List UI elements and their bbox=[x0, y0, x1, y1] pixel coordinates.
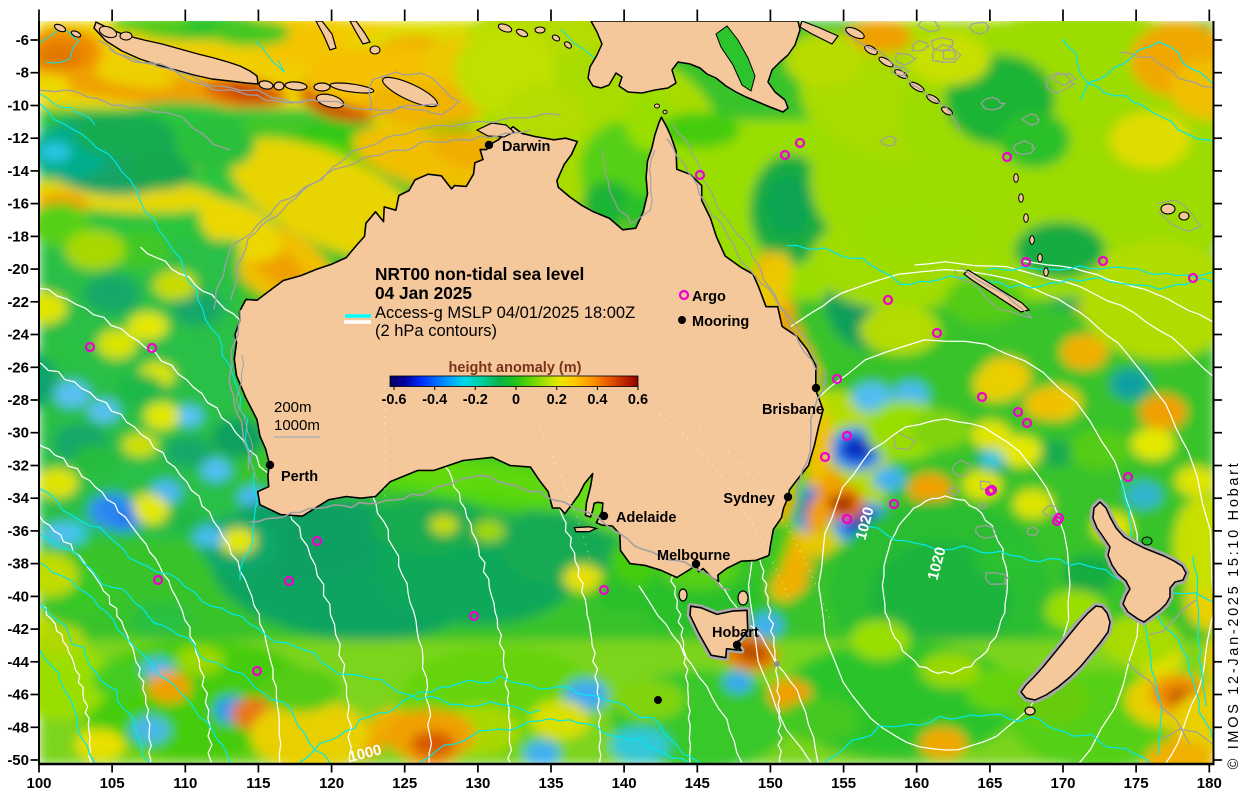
svg-text:120: 120 bbox=[319, 775, 344, 792]
svg-text:-44: -44 bbox=[7, 654, 29, 671]
svg-text:-32: -32 bbox=[7, 458, 29, 475]
svg-text:1000m: 1000m bbox=[274, 417, 320, 434]
svg-text:-24: -24 bbox=[7, 327, 29, 344]
svg-text:-34: -34 bbox=[7, 490, 29, 507]
svg-text:-10: -10 bbox=[7, 98, 29, 115]
svg-text:Access-g MSLP 04/01/2025 18:00: Access-g MSLP 04/01/2025 18:00Z bbox=[375, 304, 635, 322]
svg-text:180: 180 bbox=[1197, 775, 1222, 792]
svg-text:-22: -22 bbox=[7, 294, 29, 311]
svg-text:© IMOS 12-Jan-2025 15:10 Hobar: © IMOS 12-Jan-2025 15:10 Hobart bbox=[1226, 461, 1242, 770]
svg-text:Darwin: Darwin bbox=[502, 139, 550, 155]
svg-text:Sydney: Sydney bbox=[723, 491, 775, 507]
svg-text:165: 165 bbox=[977, 775, 1002, 792]
svg-text:-30: -30 bbox=[7, 425, 29, 442]
svg-text:200m: 200m bbox=[274, 399, 312, 416]
svg-text:145: 145 bbox=[685, 775, 710, 792]
svg-text:110: 110 bbox=[173, 775, 197, 792]
svg-text:-20: -20 bbox=[7, 261, 29, 278]
svg-text:-0.4: -0.4 bbox=[422, 392, 447, 408]
svg-text:155: 155 bbox=[831, 775, 856, 792]
svg-text:150: 150 bbox=[758, 775, 783, 792]
svg-text:-40: -40 bbox=[7, 588, 29, 605]
svg-text:-48: -48 bbox=[7, 719, 29, 736]
svg-text:Melbourne: Melbourne bbox=[657, 548, 730, 564]
svg-text:-36: -36 bbox=[7, 523, 29, 540]
svg-text:-0.6: -0.6 bbox=[382, 392, 407, 408]
svg-text:170: 170 bbox=[1050, 775, 1075, 792]
svg-text:160: 160 bbox=[904, 775, 929, 792]
svg-text:-12: -12 bbox=[7, 130, 29, 147]
svg-text:-28: -28 bbox=[7, 392, 29, 409]
svg-text:Mooring: Mooring bbox=[692, 314, 749, 330]
svg-text:(2 hPa contours): (2 hPa contours) bbox=[375, 322, 497, 340]
svg-text:Argo: Argo bbox=[692, 289, 726, 305]
svg-text:-26: -26 bbox=[7, 359, 29, 376]
svg-text:-6: -6 bbox=[16, 32, 29, 49]
svg-text:100: 100 bbox=[26, 775, 51, 792]
svg-text:-46: -46 bbox=[7, 687, 29, 704]
svg-text:-8: -8 bbox=[16, 65, 29, 82]
svg-text:-42: -42 bbox=[7, 621, 29, 638]
svg-text:0.2: 0.2 bbox=[547, 392, 567, 408]
svg-text:Adelaide: Adelaide bbox=[616, 510, 676, 526]
svg-text:0: 0 bbox=[512, 392, 520, 408]
svg-text:175: 175 bbox=[1124, 775, 1149, 792]
svg-text:-16: -16 bbox=[7, 196, 29, 213]
svg-text:Perth: Perth bbox=[281, 469, 318, 485]
svg-text:0.6: 0.6 bbox=[628, 392, 648, 408]
svg-text:-50: -50 bbox=[7, 752, 29, 769]
svg-text:105: 105 bbox=[100, 775, 125, 792]
svg-text:130: 130 bbox=[465, 775, 490, 792]
svg-text:Hobart: Hobart bbox=[712, 625, 759, 641]
svg-text:04 Jan 2025: 04 Jan 2025 bbox=[375, 283, 472, 303]
svg-text:125: 125 bbox=[392, 775, 417, 792]
svg-text:-18: -18 bbox=[7, 228, 29, 245]
svg-text:140: 140 bbox=[612, 775, 637, 792]
svg-text:height anomaly (m): height anomaly (m) bbox=[449, 360, 582, 376]
svg-text:135: 135 bbox=[538, 775, 563, 792]
svg-text:-14: -14 bbox=[7, 163, 29, 180]
svg-text:NRT00 non-tidal sea level: NRT00 non-tidal sea level bbox=[375, 264, 584, 284]
svg-text:Brisbane: Brisbane bbox=[762, 402, 824, 418]
svg-text:0.4: 0.4 bbox=[587, 392, 607, 408]
svg-text:115: 115 bbox=[246, 775, 270, 792]
svg-text:-0.2: -0.2 bbox=[463, 392, 488, 408]
svg-text:-38: -38 bbox=[7, 556, 29, 573]
